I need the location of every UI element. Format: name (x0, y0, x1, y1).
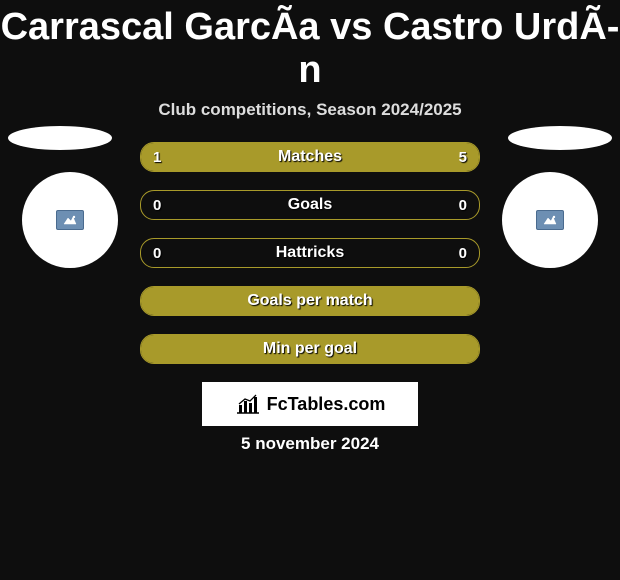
stat-bar: Goals per match (140, 286, 480, 316)
bar-label: Goals (141, 191, 479, 219)
bar-value-right: 5 (459, 143, 467, 171)
bar-label: Hattricks (141, 239, 479, 267)
player-right-badge (508, 126, 612, 150)
stat-bar: Hattricks0 0 (140, 238, 480, 268)
page-subtitle: Club competitions, Season 2024/2025 (0, 100, 620, 120)
page-title: Carrascal GarcÃ­a vs Castro UrdÃ­n (0, 0, 620, 92)
bar-value-left: 0 (153, 191, 161, 219)
site-logo: FcTables.com (202, 382, 418, 426)
player-right-avatar (502, 172, 598, 268)
bar-label: Matches (141, 143, 479, 171)
stat-bar: Min per goal (140, 334, 480, 364)
placeholder-avatar-icon (56, 210, 84, 230)
stat-bars: Matches15Goals00Hattricks00Goals per mat… (140, 142, 480, 364)
stat-bar: Goals0 0 (140, 190, 480, 220)
bar-value-left: 0 (153, 239, 161, 267)
player-left-badge (8, 126, 112, 150)
date-label: 5 november 2024 (0, 434, 620, 454)
stat-bar: Matches1 5 (140, 142, 480, 172)
site-name: FcTables.com (267, 394, 386, 415)
bar-label: Goals per match (141, 287, 479, 315)
bar-label: Min per goal (141, 335, 479, 363)
placeholder-avatar-icon (536, 210, 564, 230)
player-left-avatar (22, 172, 118, 268)
bar-value-left: 1 (153, 143, 161, 171)
bar-value-right: 0 (459, 191, 467, 219)
chart-icon (235, 393, 261, 415)
bar-value-right: 0 (459, 239, 467, 267)
